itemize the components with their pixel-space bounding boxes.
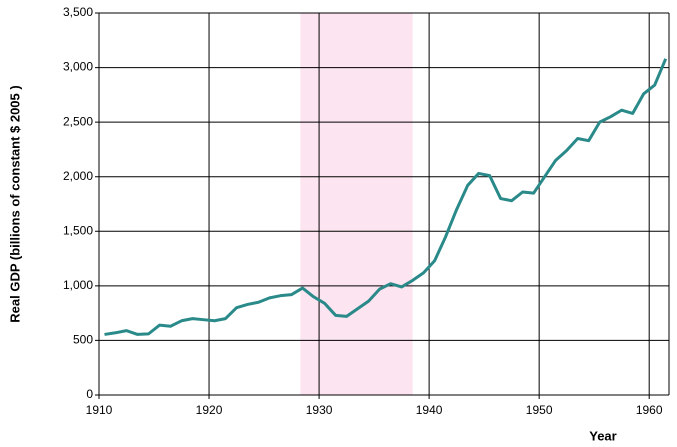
x-tick-label: 1920 xyxy=(196,403,223,417)
y-axis-title: Real GDP (billions of constant $ 2005 ) xyxy=(7,85,22,322)
y-tick-label: 0 xyxy=(86,387,93,401)
x-tick-label: 1930 xyxy=(306,403,333,417)
y-tick-label: 3,500 xyxy=(63,5,93,19)
x-tick-label: 1950 xyxy=(526,403,553,417)
x-tick-label: 1960 xyxy=(636,403,663,417)
highlight-band xyxy=(300,13,413,395)
y-tick-label: 3,000 xyxy=(63,60,93,74)
y-tick-label: 2,500 xyxy=(63,114,93,128)
x-axis-title: Year xyxy=(589,428,616,443)
data-line xyxy=(104,58,668,336)
y-tick-label: 500 xyxy=(73,333,93,347)
y-tick-label: 2,000 xyxy=(63,169,93,183)
y-tick-label: 1,000 xyxy=(63,278,93,292)
x-tick-label: 1940 xyxy=(416,403,443,417)
y-tick-label: 1,500 xyxy=(63,223,93,237)
x-tick-label: 1910 xyxy=(86,403,113,417)
